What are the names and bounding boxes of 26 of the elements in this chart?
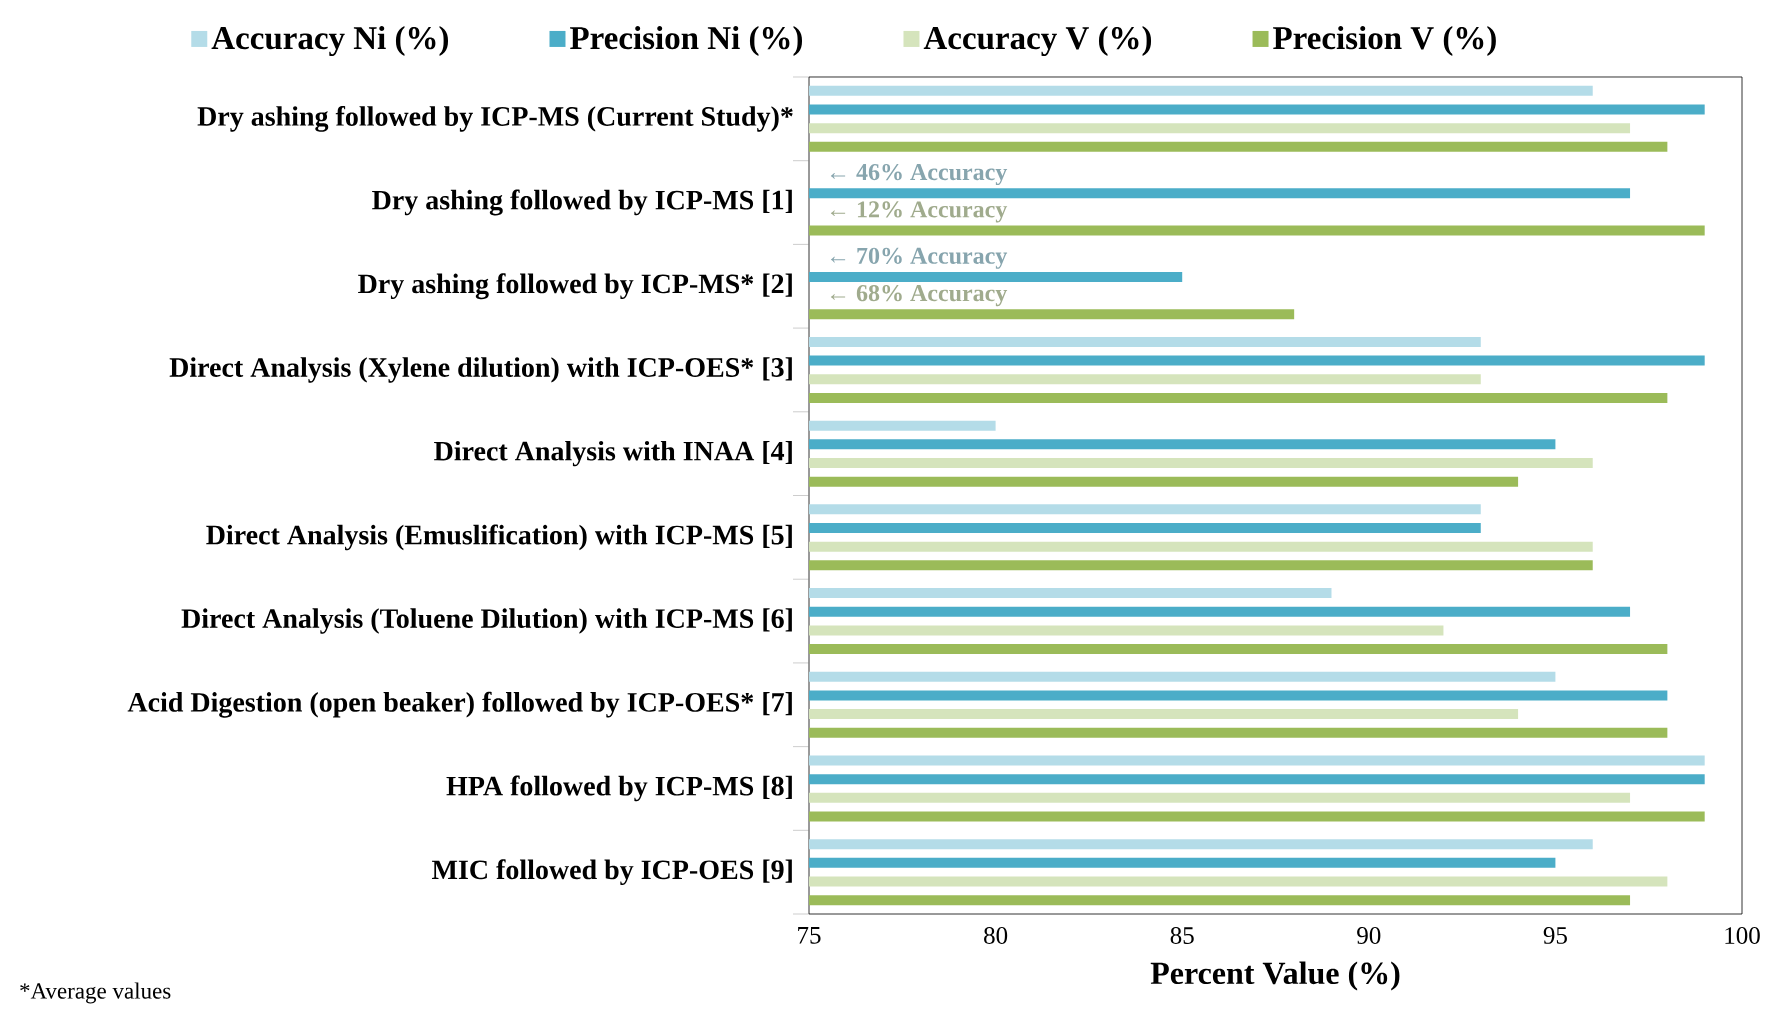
text: *Average values: [20, 982, 171, 1004]
x-tick-label: 75: [798, 927, 821, 944]
annotation: ← 70% Accuracy: [830, 247, 1008, 269]
annotation: ← 68% Accuracy: [830, 285, 1008, 307]
y-tick-label: Direct Analysis with INAA [4]: [434, 440, 792, 467]
x-tick-label: 80: [984, 927, 1008, 944]
y-tick-label: Direct Analysis (Emuslification) with ICP-MS [5]: [206, 524, 792, 551]
legend-label: Precision Ni (%): [570, 25, 803, 56]
y-tick-label: Direct Analysis (Toluene Dilution) with ICP-MS [6]: [181, 608, 792, 634]
x-tick-label: 95: [1543, 927, 1567, 944]
y-tick-label: Dry ashing followed by ICP-MS [1]: [372, 189, 792, 216]
annotation: ← 46% Accuracy: [830, 163, 1008, 186]
y-tick-label: Direct Analysis (Xylene dilution) with ICP-OES* [3]: [169, 357, 792, 383]
annotation: ← 12% Accuracy: [830, 201, 1008, 223]
x-tick-label: 100: [1725, 927, 1760, 944]
y-tick-label: MIC followed by ICP-OES [9]: [431, 859, 792, 886]
x-tick-label: 85: [1170, 927, 1194, 944]
x-tick-label: 90: [1357, 927, 1381, 944]
legend-label: Accuracy V (%): [923, 25, 1152, 57]
y-tick-label: Acid Digestion (open beaker) followed by ICP-OES* [7]: [127, 691, 792, 718]
x-axis-title: Percent Value (%): [1150, 961, 1400, 991]
legend-label: Precision V (%): [1273, 25, 1496, 56]
y-tick-label: Dry ashing followed by ICP-MS* [2]: [358, 273, 792, 300]
y-tick-label: Dry ashing followed by ICP-MS (Current Study)*: [197, 105, 793, 132]
y-tick-label: HPA followed by ICP-MS [8]: [446, 775, 792, 802]
legend-label: Accuracy Ni (%): [211, 25, 449, 57]
